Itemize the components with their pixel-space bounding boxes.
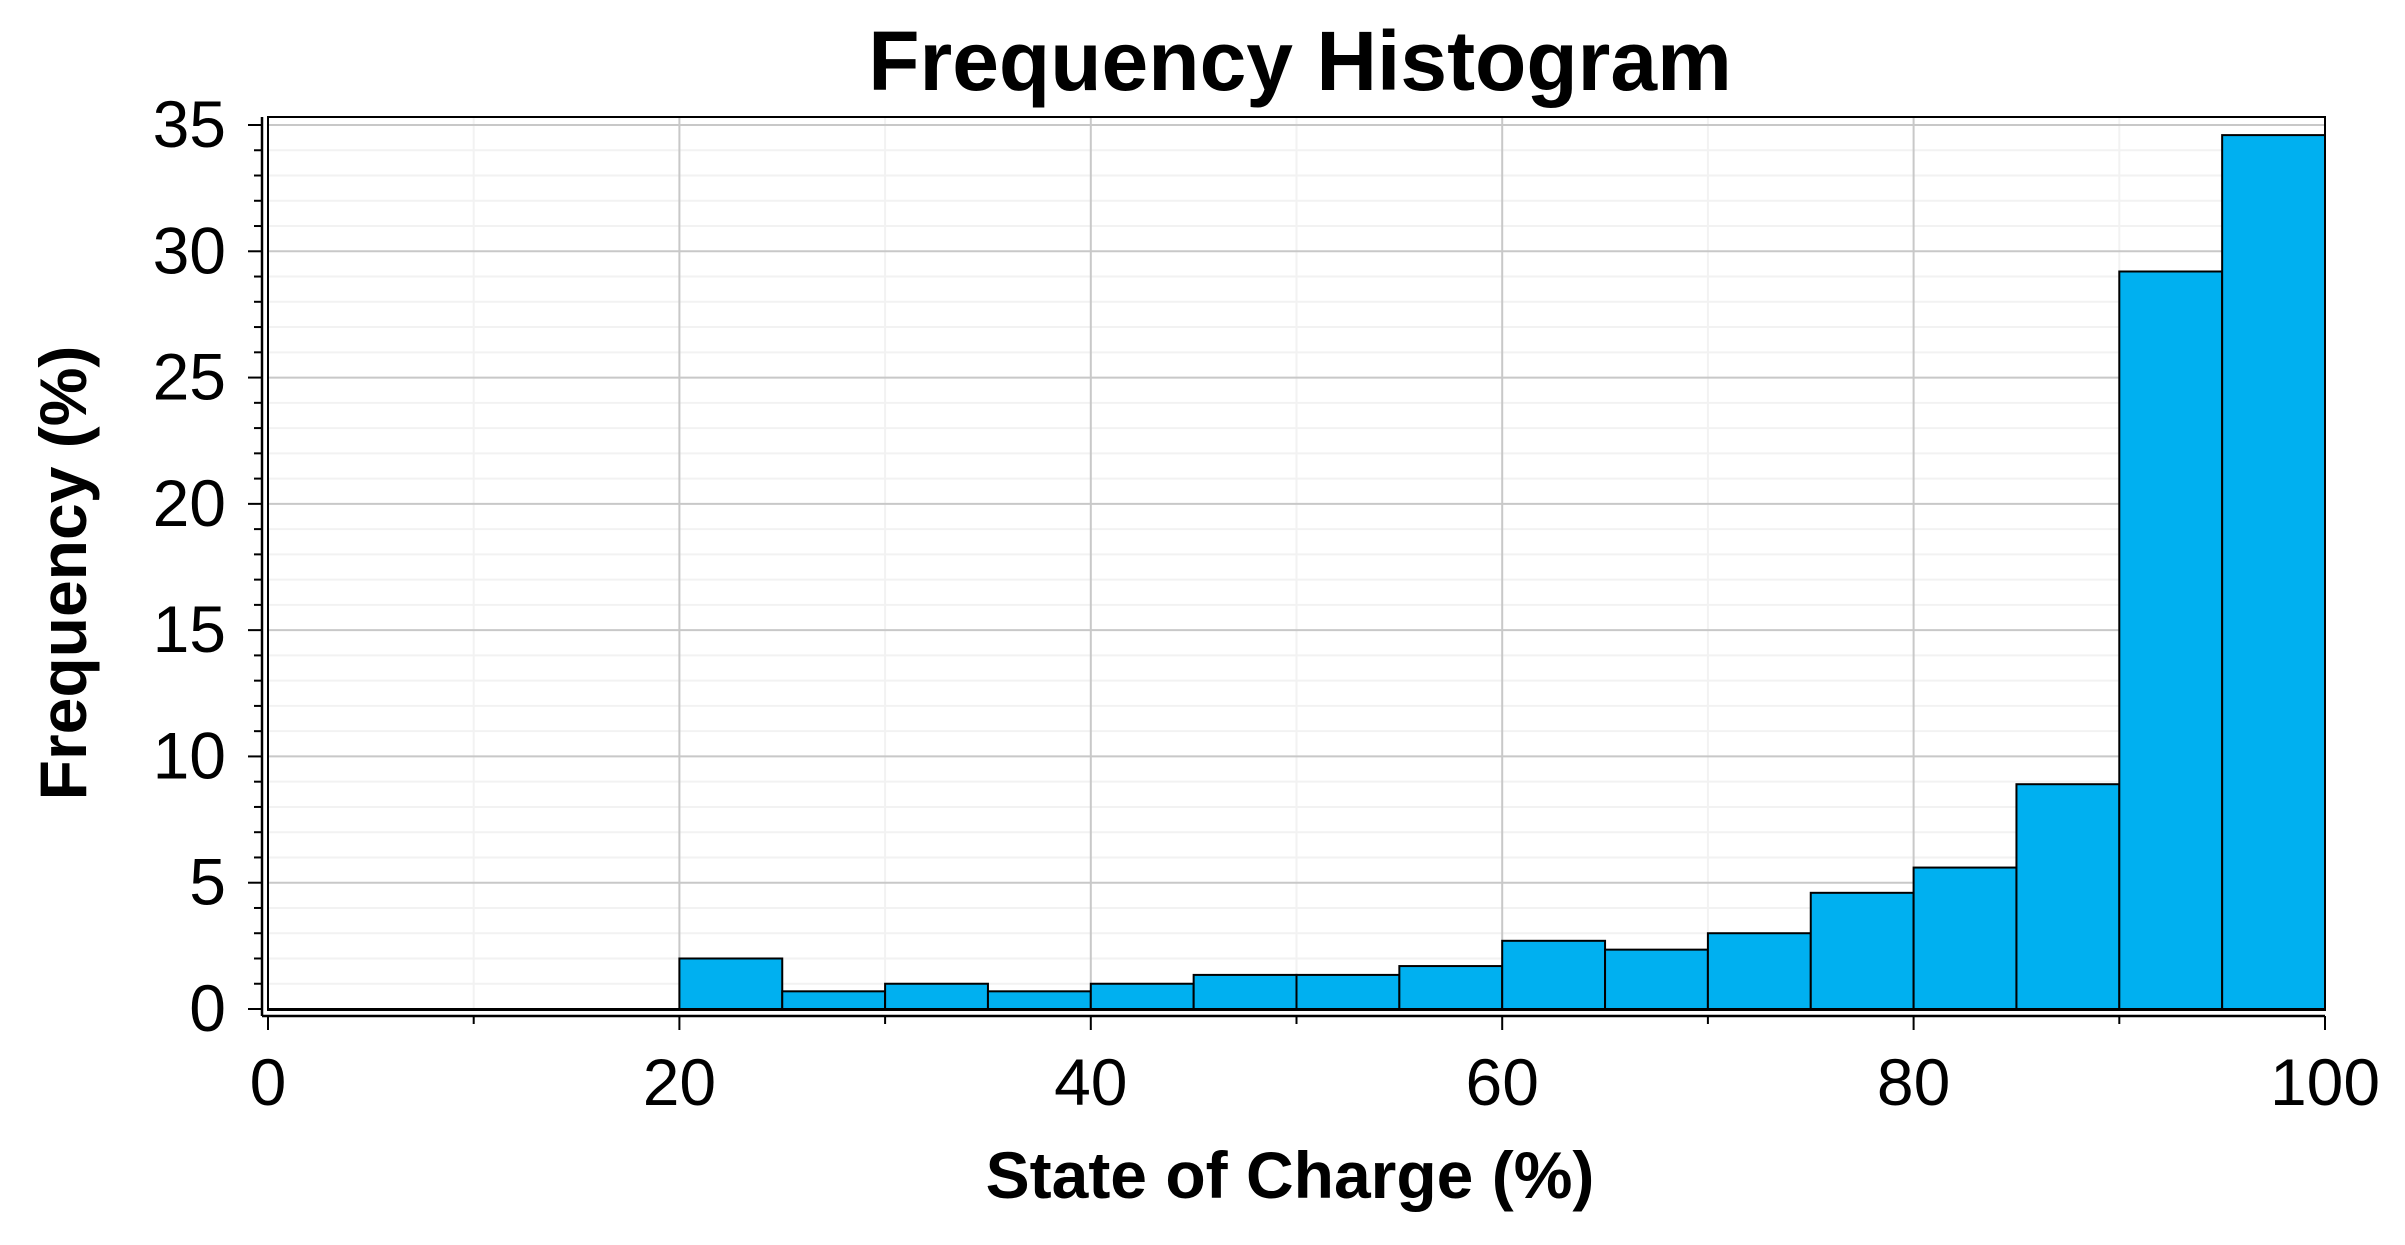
histogram-bar xyxy=(884,982,989,1011)
x-tick-label: 100 xyxy=(2270,1045,2380,1119)
histogram-bar xyxy=(986,990,1092,1011)
histogram-bar xyxy=(1706,932,1812,1011)
y-tick-label: 15 xyxy=(153,592,226,666)
x-tick-label: 80 xyxy=(1877,1045,1950,1119)
histogram-bar xyxy=(1809,891,1915,1010)
y-axis-label: Frequency (%) xyxy=(26,346,100,801)
plot-frame xyxy=(267,116,2326,1011)
x-axis-ticks: 0 20 40 60 80 100 xyxy=(250,1016,2380,1119)
histogram-bar xyxy=(1501,939,1607,1011)
histogram-bar xyxy=(2118,270,2224,1010)
axes xyxy=(260,117,2325,1018)
x-axis-label: State of Charge (%) xyxy=(986,1138,1595,1212)
x-tick-label: 0 xyxy=(250,1045,287,1119)
y-tick-label: 0 xyxy=(189,971,226,1045)
histogram-bars xyxy=(267,134,2326,1011)
minor-grid xyxy=(268,117,2325,1010)
y-tick-label: 5 xyxy=(189,845,226,919)
histogram-bar xyxy=(2015,783,2121,1010)
histogram-bar xyxy=(678,957,784,1011)
x-tick-label: 40 xyxy=(1054,1045,1127,1119)
histogram-bar xyxy=(1912,866,2018,1010)
histogram-bar xyxy=(1604,948,1709,1010)
y-tick-label: 10 xyxy=(153,718,226,792)
y-axis-ticks: 0 5 10 15 20 25 30 35 xyxy=(153,87,262,1045)
major-grid xyxy=(268,117,2325,1010)
chart-title: Frequency Histogram xyxy=(868,14,1732,108)
histogram-bar xyxy=(1295,973,1401,1010)
y-tick-label: 20 xyxy=(153,466,226,540)
x-tick-label: 60 xyxy=(1465,1045,1538,1119)
histogram-bar xyxy=(781,990,887,1011)
x-tick-label: 20 xyxy=(643,1045,716,1119)
y-tick-label: 30 xyxy=(153,213,226,287)
histogram-bar xyxy=(1089,982,1195,1011)
histogram-bar xyxy=(1192,973,1298,1010)
y-tick-label: 25 xyxy=(153,340,226,414)
y-tick-label: 35 xyxy=(153,87,226,161)
histogram-bar xyxy=(1398,965,1504,1011)
histogram-bar xyxy=(2221,134,2326,1011)
